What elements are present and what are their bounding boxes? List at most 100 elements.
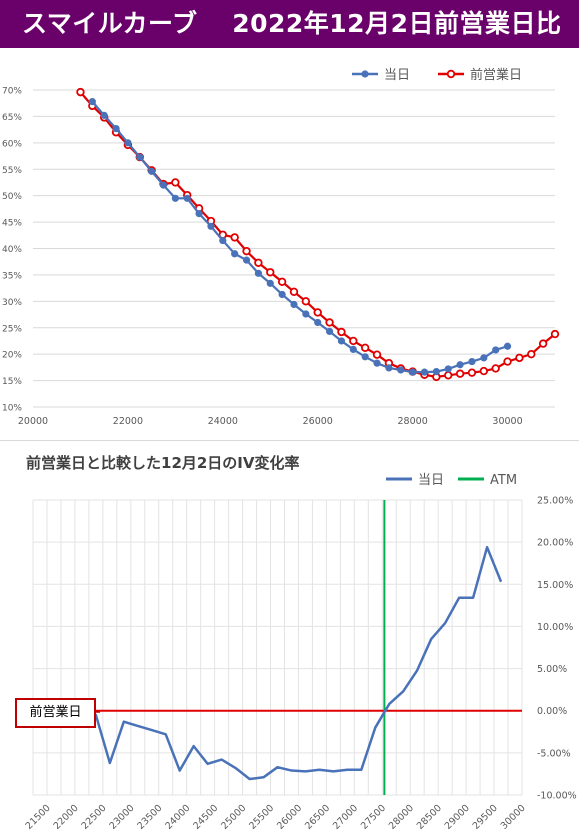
x-tick-label: 28500 bbox=[415, 803, 444, 832]
y-tick-label: 25% bbox=[2, 324, 22, 334]
data-point-previous-day bbox=[349, 336, 358, 346]
data-point-today bbox=[136, 153, 144, 161]
data-point-previous-day bbox=[372, 350, 382, 359]
x-tick-label: 24000 bbox=[163, 803, 192, 832]
data-point-today bbox=[171, 194, 179, 202]
data-point-previous-day bbox=[444, 371, 453, 380]
iv-change-chart-title: 前営業日と比較した12月2日のIV変化率 bbox=[26, 454, 300, 472]
iv-change-chart: -10.00% -5.00% 0.00% 5.00% 10.00% 15.00% 20.00… bbox=[24, 473, 577, 832]
data-point-today bbox=[456, 361, 464, 369]
y-tick-label: 55% bbox=[2, 166, 22, 176]
data-point-today bbox=[468, 357, 476, 366]
data-point-today bbox=[385, 364, 393, 372]
y-tick-label: 15% bbox=[2, 377, 22, 387]
data-point-today bbox=[337, 337, 346, 345]
y-tick-label: 50% bbox=[2, 192, 22, 202]
data-point-previous-day bbox=[550, 329, 560, 339]
y-tick-label: 35% bbox=[2, 271, 22, 281]
series-line-today bbox=[67, 545, 503, 781]
data-point-previous-day bbox=[538, 339, 548, 348]
y-tick-label: 10% bbox=[2, 404, 22, 414]
data-point-previous-day bbox=[503, 357, 512, 366]
series-line-today bbox=[91, 100, 508, 374]
y-tick-label: 5.00% bbox=[537, 664, 567, 675]
chart-divider bbox=[0, 440, 579, 441]
legend-marker bbox=[446, 69, 456, 79]
x-tick-label: 29500 bbox=[471, 803, 500, 832]
legend-label: ATM bbox=[490, 473, 517, 488]
data-point-today bbox=[159, 181, 168, 189]
x-tick-label: 24000 bbox=[208, 416, 238, 427]
data-point-today bbox=[314, 318, 322, 327]
x-tick-label: 28000 bbox=[387, 803, 416, 832]
y-tick-label: 65% bbox=[2, 113, 22, 123]
legend-marker bbox=[361, 70, 369, 78]
data-point-previous-day bbox=[325, 318, 334, 327]
x-tick-label: 21500 bbox=[24, 803, 53, 832]
data-point-today bbox=[88, 98, 96, 106]
x-tick-label: 27000 bbox=[331, 803, 360, 832]
x-tick-label: 26000 bbox=[303, 416, 333, 427]
data-point-today bbox=[420, 368, 429, 376]
y-tick-label: 20% bbox=[2, 351, 22, 361]
data-point-today bbox=[480, 354, 488, 362]
x-tick-label: 27500 bbox=[359, 803, 388, 832]
x-tick-label: 25000 bbox=[219, 803, 248, 832]
data-point-previous-day bbox=[313, 308, 322, 317]
data-point-today bbox=[195, 210, 203, 218]
x-tick-label: 23000 bbox=[107, 803, 136, 832]
data-point-previous-day bbox=[266, 268, 275, 277]
data-point-previous-day bbox=[171, 178, 180, 187]
data-point-today bbox=[325, 327, 334, 336]
data-point-today bbox=[397, 366, 405, 374]
data-point-previous-day bbox=[491, 364, 500, 373]
y-tick-label: 45% bbox=[2, 219, 22, 229]
x-tick-label: 30000 bbox=[499, 803, 528, 832]
data-point-today bbox=[242, 256, 251, 264]
data-point-previous-day bbox=[360, 343, 370, 353]
legend-label: 当日 bbox=[418, 473, 444, 488]
y-tick-label: 15.00% bbox=[537, 580, 573, 591]
data-point-previous-day bbox=[479, 366, 489, 376]
data-point-previous-day bbox=[242, 246, 251, 256]
page-title: スマイルカーブ 2022年12月2日前営業日比 bbox=[0, 0, 579, 48]
data-point-previous-day bbox=[277, 277, 287, 286]
data-point-today bbox=[302, 310, 310, 318]
smile-curve-chart: 10% 15% 20% 25% 30% 35% 40% 45% 50% 55% 60% 65% 70% 2… bbox=[2, 67, 560, 427]
data-point-today bbox=[207, 222, 215, 230]
y-tick-label: 25.00% bbox=[537, 496, 573, 507]
series-line-previous-day bbox=[79, 91, 556, 378]
x-tick-label: 30000 bbox=[492, 416, 522, 427]
data-point-previous-day bbox=[254, 258, 263, 267]
data-point-previous-day bbox=[455, 369, 465, 378]
data-point-today bbox=[100, 111, 108, 119]
y-tick-label: 60% bbox=[2, 139, 22, 149]
x-tick-label: 29000 bbox=[443, 803, 472, 832]
x-tick-label: 24500 bbox=[191, 803, 220, 832]
data-point-today bbox=[373, 359, 381, 367]
data-point-today bbox=[361, 353, 369, 361]
data-point-today bbox=[290, 300, 298, 309]
data-point-today bbox=[503, 342, 512, 350]
data-point-today bbox=[492, 346, 500, 354]
x-tick-label: 25500 bbox=[247, 803, 276, 832]
previous-day-annotation: 前営業日 bbox=[15, 698, 96, 728]
data-point-today bbox=[278, 290, 286, 299]
data-point-today bbox=[444, 365, 452, 373]
data-point-previous-day bbox=[301, 297, 311, 306]
y-tick-label: -10.00% bbox=[537, 791, 577, 802]
data-point-today bbox=[432, 368, 440, 376]
x-tick-label: 22000 bbox=[52, 803, 81, 832]
data-point-today bbox=[231, 250, 239, 258]
y-tick-label: 40% bbox=[2, 245, 22, 255]
data-point-today bbox=[183, 194, 191, 202]
data-point-previous-day bbox=[467, 368, 477, 377]
y-tick-label: 30% bbox=[2, 298, 22, 308]
y-tick-label: 20.00% bbox=[537, 538, 573, 549]
data-point-previous-day bbox=[230, 233, 239, 242]
x-tick-label: 26000 bbox=[275, 803, 304, 832]
data-point-previous-day bbox=[527, 349, 536, 359]
x-tick-label: 26500 bbox=[303, 803, 332, 832]
data-point-previous-day bbox=[337, 327, 346, 337]
data-point-today bbox=[409, 368, 417, 376]
